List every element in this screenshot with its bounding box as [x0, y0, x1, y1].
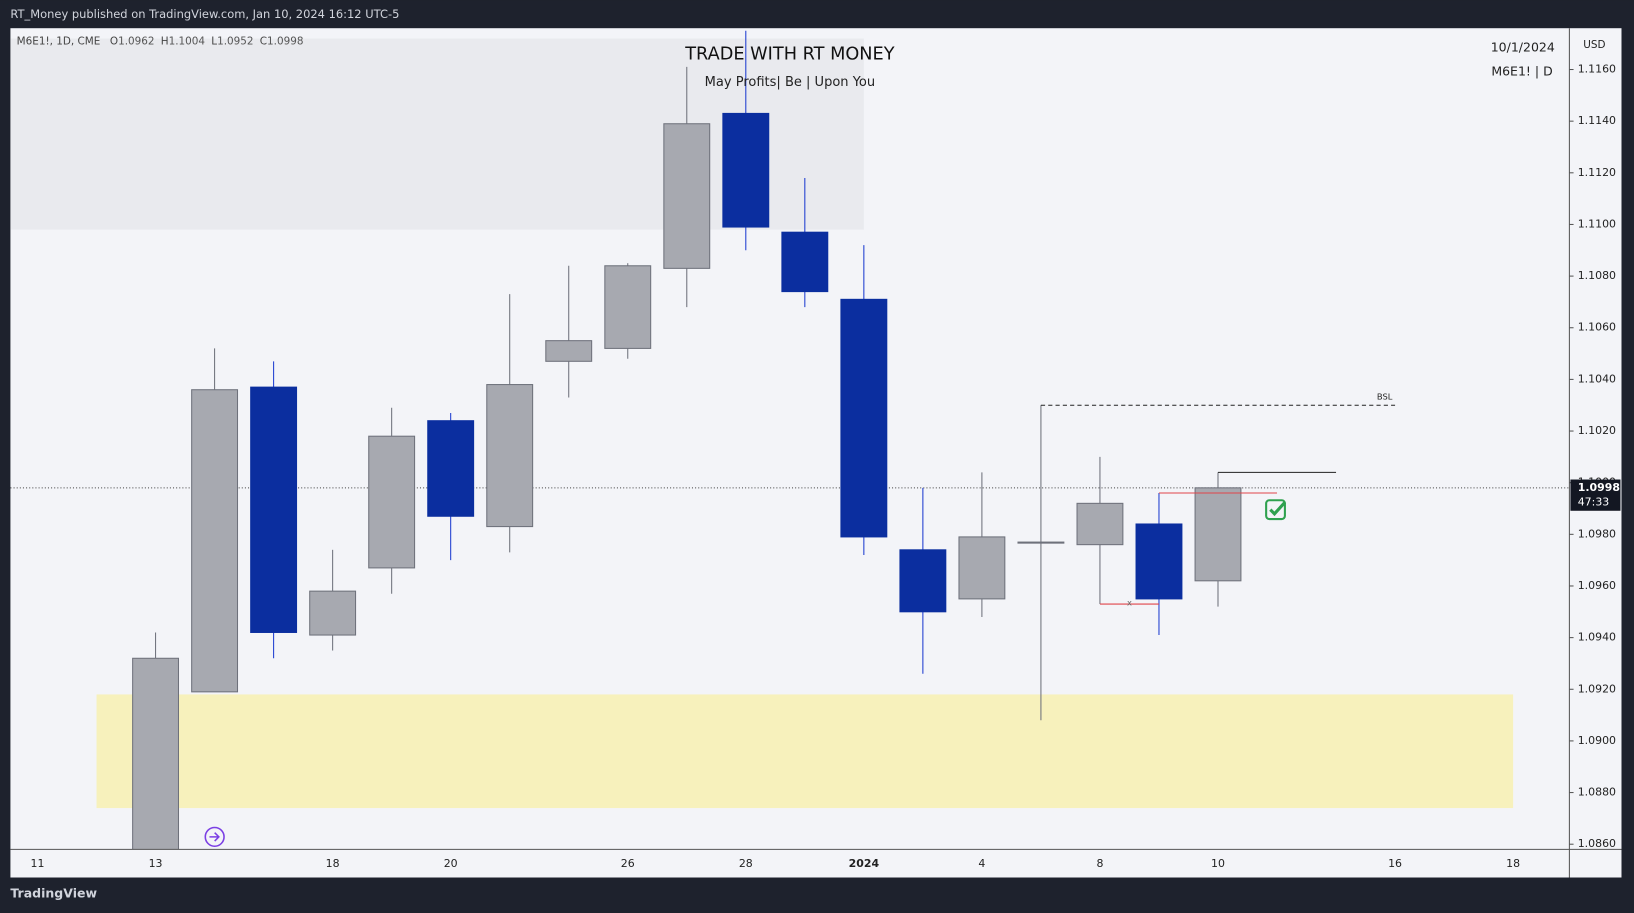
candle-body [250, 386, 298, 633]
candle-body [191, 389, 239, 693]
candle-body [840, 298, 888, 538]
candle-body [899, 549, 947, 613]
legend: M6E1!, 1D, CME O1.0962 H1.1004 L1.0952 C1.0… [17, 36, 304, 48]
y-tick-label: 1.0940 [1578, 631, 1616, 644]
candle-body [663, 123, 711, 269]
chart-subtitle: May Profits| Be | Upon You [705, 75, 875, 90]
candle-body [722, 112, 770, 228]
annotation-label: BSL [1377, 391, 1393, 401]
price-tag-label: 1.0998 [1578, 481, 1620, 494]
candle-body [1194, 487, 1242, 582]
y-tick-label: 1.1040 [1578, 372, 1616, 385]
candle-body [958, 536, 1006, 600]
x-tick-label: 20 [444, 857, 458, 870]
x-tick-label: 16 [1388, 857, 1402, 870]
legend-value: 1.0952 [217, 36, 253, 48]
x-tick-label: 4 [978, 857, 985, 870]
y-tick-label: 1.0900 [1578, 734, 1616, 747]
legend-value: 1.0998 [267, 36, 303, 48]
brand: TradingView [10, 886, 97, 901]
x-tick-label: 18 [326, 857, 340, 870]
candle-body [1076, 502, 1124, 546]
chart-title: TRADE WITH RT MONEY [684, 44, 895, 64]
candle-body [1135, 523, 1183, 600]
check-icon [1265, 499, 1287, 521]
legend-symbol: M6E1!, 1D, CME [17, 36, 101, 48]
x-tick-label: 26 [621, 857, 635, 870]
annotation-label: x [1127, 598, 1132, 608]
symbol-short: M6E1! | D [1491, 63, 1552, 78]
y-tick-label: 1.1140 [1578, 114, 1616, 127]
x-tick-label: 8 [1096, 857, 1103, 870]
candle-body [309, 590, 357, 636]
y-tick-label: 1.1100 [1578, 217, 1616, 230]
date-label: 10/1/2024 [1491, 40, 1555, 55]
legend-value: 1.1004 [169, 36, 206, 48]
publisher: RT_Money published on TradingView.com, J… [10, 7, 399, 21]
candle-body [368, 435, 416, 569]
candle-body [132, 657, 180, 850]
candle-body [486, 384, 534, 528]
x-tick-label: 11 [31, 857, 45, 870]
x-tick-label: 13 [149, 857, 163, 870]
y-tick-label: 1.1160 [1578, 63, 1616, 76]
y-tick-label: 1.0860 [1578, 837, 1616, 850]
y-tick-label: 1.0960 [1578, 579, 1616, 592]
y-tick-label: 1.1120 [1578, 166, 1616, 179]
replay-icon [204, 826, 225, 848]
y-tick-label: 1.1080 [1578, 269, 1616, 282]
candle-body [1017, 541, 1065, 544]
candle-body [427, 420, 475, 517]
plot: BSL x [10, 30, 1570, 850]
countdown: 47:33 [1578, 495, 1610, 508]
y-tick-label: 1.0880 [1578, 786, 1616, 799]
y-tick-label: 1.1060 [1578, 321, 1616, 334]
candle-body [545, 340, 593, 362]
zone [96, 694, 1514, 809]
x-tick-label: 2024 [849, 857, 880, 870]
candle-body [604, 265, 652, 349]
candle-body [781, 231, 829, 293]
x-tick-label: 28 [739, 857, 753, 870]
legend-prefix: H [161, 36, 169, 48]
legend-prefix: L [211, 36, 217, 48]
y-tick-label: 1.0920 [1578, 682, 1616, 695]
price-tag [1570, 479, 1621, 511]
x-tick-label: 10 [1211, 857, 1225, 870]
legend-value: 1.0962 [118, 36, 154, 48]
x-tick-label: 18 [1506, 857, 1520, 870]
y-tick-label: 1.1020 [1578, 424, 1616, 437]
legend-prefix: O [110, 36, 118, 48]
zone [10, 38, 864, 230]
currency: USD [1583, 39, 1605, 51]
axes: 1.0860 1.0880 1.0900 1.0920 1.0940 1.0960 1.09… [31, 63, 1621, 870]
legend-prefix: C [260, 36, 267, 48]
y-tick-label: 1.0980 [1578, 527, 1616, 540]
